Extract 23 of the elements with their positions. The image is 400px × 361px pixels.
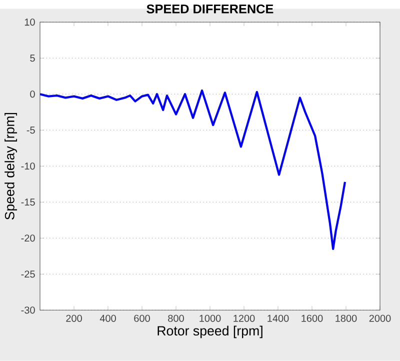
x-tick-label: 400 [100, 314, 116, 322]
x-tick-label: 1000 [200, 314, 221, 322]
x-tick-label: 200 [66, 314, 82, 322]
y-tick-label: -30 [21, 306, 35, 314]
chart-title: SPEED DIFFERENCE [146, 4, 274, 14]
y-axis-title: Speed delay [rpm] [4, 113, 18, 220]
x-axis-title: Rotor speed [rpm] [158, 326, 262, 338]
y-tick-label: -20 [21, 234, 35, 242]
x-tick-label: 1600 [302, 314, 323, 322]
y-tick-label: 10 [24, 18, 35, 26]
x-tick-label: 600 [134, 314, 150, 322]
y-tick-label: -10 [21, 162, 35, 170]
line-series [40, 90, 346, 250]
x-tick-label: 800 [168, 314, 184, 322]
y-tick-label: 0 [30, 90, 35, 98]
x-tick-label: 1200 [234, 314, 255, 322]
y-tick-label: 5 [30, 54, 35, 62]
y-tick-label: -25 [21, 270, 35, 278]
x-tick-label: 1400 [268, 314, 289, 322]
y-tick-label: -15 [21, 198, 35, 206]
x-tick-label: 2000 [369, 314, 391, 322]
y-tick-label: -5 [26, 126, 35, 134]
x-tick-label: 1800 [336, 314, 357, 322]
